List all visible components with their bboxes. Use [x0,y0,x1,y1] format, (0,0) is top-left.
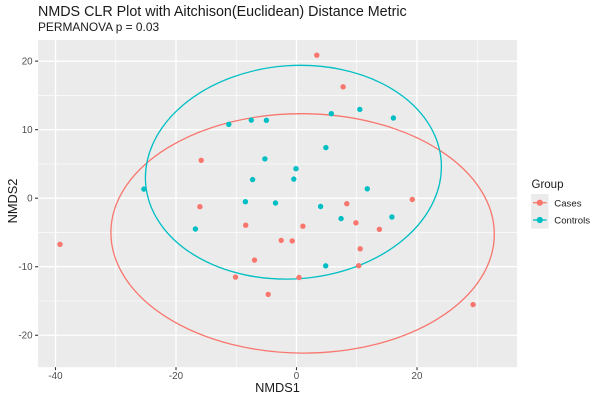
svg-text:0: 0 [27,194,33,205]
svg-text:PERMANOVA p = 0.03: PERMANOVA p = 0.03 [38,20,159,34]
svg-text:Group: Group [532,179,564,191]
svg-text:-40: -40 [48,371,63,382]
svg-text:-20: -20 [18,331,33,342]
svg-text:NMDS CLR Plot with Aitchison(E: NMDS CLR Plot with Aitchison(Euclidean) … [38,4,407,20]
svg-text:10: 10 [22,125,33,136]
svg-text:NMDS1: NMDS1 [255,380,300,395]
svg-text:Cases: Cases [554,198,581,209]
svg-text:Controls: Controls [554,216,590,227]
svg-text:-20: -20 [169,371,184,382]
svg-text:-10: -10 [18,262,33,273]
svg-text:NMDS2: NMDS2 [5,179,20,224]
svg-text:0: 0 [294,371,300,382]
svg-text:20: 20 [412,371,423,382]
svg-text:20: 20 [22,57,33,68]
